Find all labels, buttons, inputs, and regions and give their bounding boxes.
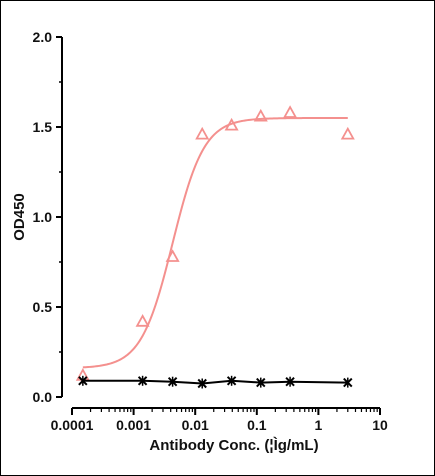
x-tick-label: 10	[372, 417, 388, 433]
data-point	[283, 105, 298, 118]
data-point	[135, 314, 150, 327]
x-tick-label: 1	[315, 417, 323, 433]
fit-curve	[82, 379, 348, 385]
axes: 0.0 0.5 1.0 1.5 2.0 0.0001 0.001 0.01 0.1 1 10	[33, 29, 388, 433]
data-point	[195, 126, 210, 140]
data-point	[343, 377, 353, 388]
data-point	[197, 378, 207, 389]
x-tick-label: 0.001	[116, 417, 151, 433]
data-point	[78, 375, 88, 386]
y-tick-label: 1.5	[33, 119, 53, 135]
data-point	[165, 249, 180, 262]
data-point	[340, 126, 355, 140]
x-tick-label: 0.0001	[51, 417, 94, 433]
data-point	[253, 108, 268, 122]
data-point	[226, 375, 237, 386]
fit-curve	[82, 117, 348, 369]
marks	[75, 105, 355, 389]
x-tick-label: 0.1	[247, 417, 267, 433]
data-point	[137, 375, 148, 386]
x-tick-label: 0.01	[182, 417, 209, 433]
y-tick-label: 0.0	[33, 389, 53, 405]
data-point	[224, 117, 239, 131]
data-point	[167, 376, 178, 387]
y-axis-title: OD450	[11, 193, 28, 241]
y-tick-label: 0.5	[33, 299, 53, 315]
data-point	[285, 376, 295, 387]
y-tick-label: 2.0	[33, 29, 53, 45]
x-axis-title: Antibody Conc. (¦Ìg/mL)	[149, 437, 318, 454]
data-point	[256, 377, 266, 388]
y-tick-label: 1.0	[33, 209, 53, 225]
series-2	[78, 375, 353, 389]
series-1	[75, 105, 355, 381]
